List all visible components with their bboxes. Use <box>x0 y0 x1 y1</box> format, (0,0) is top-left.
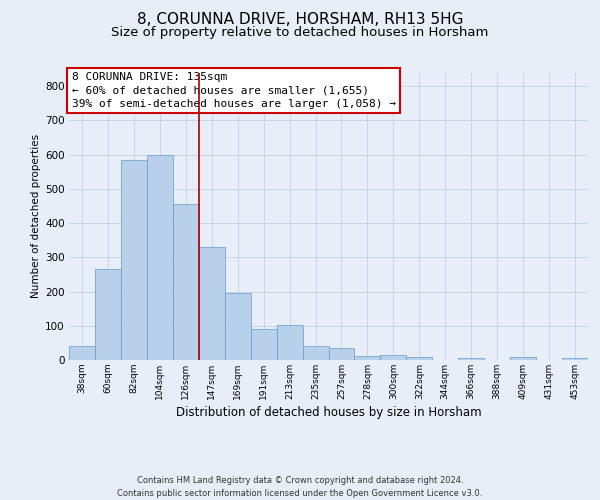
Bar <box>562 358 588 360</box>
Bar <box>95 270 121 360</box>
Bar <box>251 329 277 360</box>
Bar <box>458 358 484 360</box>
Bar <box>302 346 329 360</box>
Bar <box>69 346 95 360</box>
Y-axis label: Number of detached properties: Number of detached properties <box>31 134 41 298</box>
Text: Size of property relative to detached houses in Horsham: Size of property relative to detached ho… <box>112 26 488 39</box>
Bar <box>121 160 147 360</box>
X-axis label: Distribution of detached houses by size in Horsham: Distribution of detached houses by size … <box>176 406 481 419</box>
Bar <box>199 247 224 360</box>
Text: 8, CORUNNA DRIVE, HORSHAM, RH13 5HG: 8, CORUNNA DRIVE, HORSHAM, RH13 5HG <box>137 12 463 28</box>
Bar <box>173 204 199 360</box>
Bar <box>329 348 355 360</box>
Bar <box>406 356 432 360</box>
Bar <box>355 356 380 360</box>
Text: 8 CORUNNA DRIVE: 135sqm
← 60% of detached houses are smaller (1,655)
39% of semi: 8 CORUNNA DRIVE: 135sqm ← 60% of detache… <box>71 72 395 109</box>
Bar <box>380 355 406 360</box>
Text: Contains HM Land Registry data © Crown copyright and database right 2024.
Contai: Contains HM Land Registry data © Crown c… <box>118 476 482 498</box>
Bar <box>225 294 251 360</box>
Bar <box>510 356 536 360</box>
Bar <box>147 154 173 360</box>
Bar <box>277 324 302 360</box>
